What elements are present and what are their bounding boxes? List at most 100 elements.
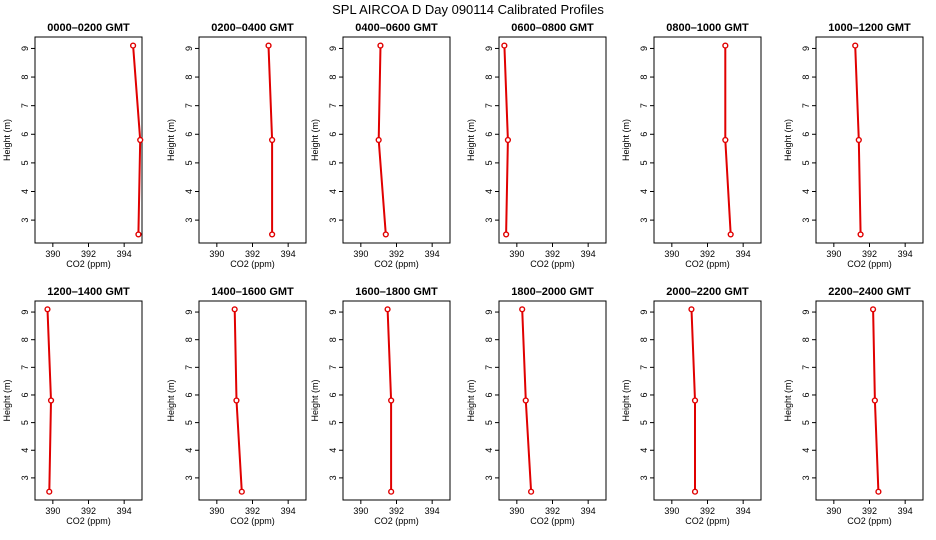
x-tick-label: 390 [826, 506, 841, 516]
plot-frame [198, 36, 307, 244]
y-tick-label: 3 [484, 218, 494, 223]
y-tick-label: 4 [328, 448, 338, 453]
y-tick-label: 9 [484, 310, 494, 315]
x-tick-label: 394 [898, 506, 913, 516]
y-tick-label: 6 [328, 132, 338, 137]
y-tick-label: 8 [184, 337, 194, 342]
profile-point [503, 231, 510, 238]
profile-point [519, 306, 526, 313]
profile-point [384, 306, 391, 313]
y-axis-label: Height (m) [2, 379, 12, 421]
y-tick-label: 3 [20, 218, 30, 223]
x-tick-label: 394 [898, 249, 913, 259]
profile-point [231, 306, 238, 313]
y-tick-label: 4 [639, 189, 649, 194]
x-axis-label: CO2 (ppm) [685, 259, 730, 269]
x-tick-label: 392 [700, 506, 715, 516]
y-axis-label: Height (m) [621, 379, 631, 421]
y-tick-label: 3 [639, 218, 649, 223]
y-tick-label: 3 [801, 475, 811, 480]
y-tick-label: 7 [184, 103, 194, 108]
y-axis-label: Height (m) [166, 379, 176, 421]
y-tick-label: 5 [801, 420, 811, 425]
y-tick-label: 6 [20, 392, 30, 397]
y-tick-label: 8 [328, 337, 338, 342]
profile-point [869, 306, 877, 313]
y-axis-label: Height (m) [310, 119, 320, 161]
y-tick-label: 5 [639, 160, 649, 165]
figure-title: SPL AIRCOA D Day 090114 Calibrated Profi… [332, 2, 604, 17]
y-tick-label: 7 [801, 103, 811, 108]
profile-point [727, 231, 734, 238]
x-tick-label: 392 [81, 249, 96, 259]
x-axis-label: CO2 (ppm) [66, 516, 111, 526]
profile-point [504, 136, 512, 144]
y-tick-label: 3 [328, 218, 338, 223]
x-axis-label: CO2 (ppm) [847, 516, 892, 526]
profile-point [875, 488, 882, 495]
x-tick-label: 390 [353, 249, 368, 259]
y-tick-label: 4 [639, 448, 649, 453]
panel-title: 1000–1200 GMT [828, 22, 911, 34]
profile-panel: 1000–1200 GMT 390 392 394 3 4 5 6 7 8 9 CO2 (ppm) He… [783, 22, 924, 269]
x-tick-label: 390 [45, 249, 60, 259]
y-axis-label: Height (m) [166, 119, 176, 161]
y-tick-label: 6 [328, 392, 338, 397]
x-axis-label: CO2 (ppm) [530, 259, 575, 269]
y-tick-label: 5 [484, 420, 494, 425]
y-tick-label: 4 [20, 448, 30, 453]
x-axis-label: CO2 (ppm) [230, 516, 275, 526]
profile-point [722, 42, 729, 49]
y-tick-label: 4 [801, 189, 811, 194]
x-tick-label: 392 [389, 249, 404, 259]
profile-point [265, 42, 272, 49]
x-tick-label: 392 [700, 249, 715, 259]
plot-frame [653, 36, 762, 244]
profile-point [44, 306, 51, 313]
y-tick-label: 4 [184, 448, 194, 453]
y-tick-label: 4 [20, 189, 30, 194]
plot-frame [815, 36, 924, 244]
x-tick-label: 394 [581, 506, 596, 516]
y-tick-label: 7 [184, 365, 194, 370]
x-tick-label: 390 [353, 506, 368, 516]
y-axis-label: Height (m) [2, 119, 12, 161]
profile-point [691, 397, 699, 404]
profile-point [855, 136, 862, 144]
x-tick-label: 394 [736, 506, 751, 516]
y-tick-label: 9 [20, 310, 30, 315]
y-tick-label: 6 [484, 132, 494, 137]
y-tick-label: 4 [801, 448, 811, 453]
y-tick-label: 9 [639, 310, 649, 315]
x-tick-label: 394 [425, 249, 440, 259]
y-tick-label: 9 [184, 310, 194, 315]
y-tick-label: 7 [20, 103, 30, 108]
y-tick-label: 8 [484, 337, 494, 342]
x-tick-label: 394 [281, 506, 296, 516]
x-axis-label: CO2 (ppm) [530, 516, 575, 526]
panel-title: 2200–2400 GMT [828, 286, 911, 298]
y-tick-label: 8 [20, 337, 30, 342]
x-tick-label: 392 [545, 506, 560, 516]
panel-title: 1800–2000 GMT [511, 286, 594, 298]
x-tick-label: 390 [664, 249, 679, 259]
y-tick-label: 5 [184, 160, 194, 165]
y-tick-label: 7 [328, 365, 338, 370]
x-axis-label: CO2 (ppm) [685, 516, 730, 526]
x-tick-label: 390 [826, 249, 841, 259]
profile-point [137, 136, 144, 144]
profile-point [382, 231, 389, 238]
y-axis-label: Height (m) [783, 379, 793, 421]
panel-title: 0800–1000 GMT [666, 22, 749, 34]
y-tick-label: 6 [801, 392, 811, 397]
x-tick-label: 394 [736, 249, 751, 259]
y-tick-label: 3 [328, 475, 338, 480]
y-tick-label: 5 [328, 420, 338, 425]
profile-panel: 1200–1400 GMT 390 392 394 3 4 5 6 7 8 9 CO2 (ppm) He… [2, 286, 143, 526]
profile-point [857, 231, 864, 238]
panel-title: 0600–0800 GMT [511, 22, 594, 34]
profile-point [852, 42, 859, 49]
y-tick-label: 3 [20, 475, 30, 480]
y-tick-label: 7 [801, 365, 811, 370]
